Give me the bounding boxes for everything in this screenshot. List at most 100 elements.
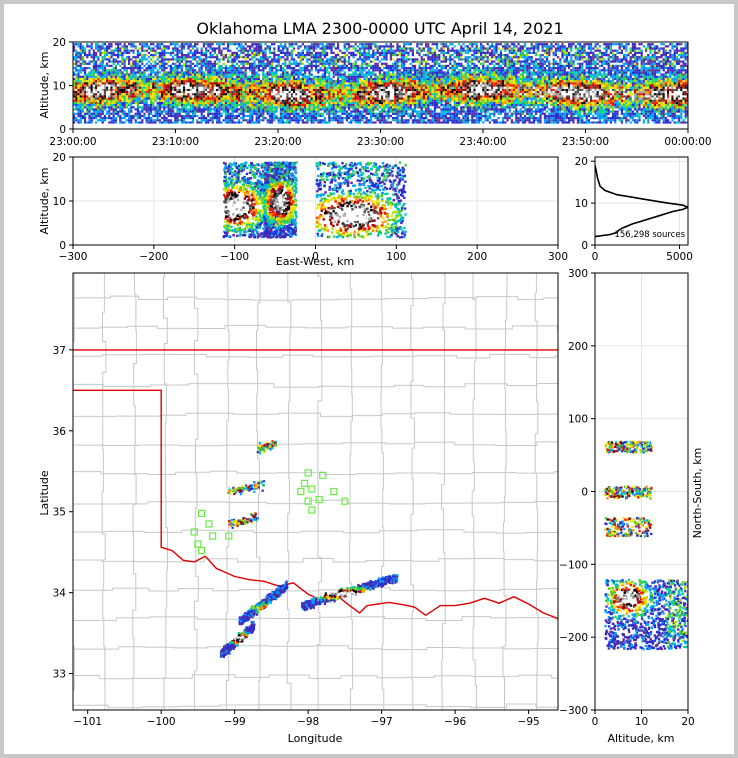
density-cell	[301, 67, 304, 70]
density-cell	[233, 93, 236, 96]
density-cell	[196, 77, 199, 81]
density-cell	[337, 93, 340, 96]
density-cell	[383, 90, 386, 94]
density-cell	[290, 110, 293, 113]
density-cell	[136, 90, 139, 94]
density-cell	[264, 51, 267, 54]
density-cell	[293, 117, 296, 120]
density-cell	[297, 82, 300, 85]
density-cell	[352, 97, 355, 100]
density-cell	[154, 64, 157, 67]
density-cell	[317, 108, 320, 111]
density-cell	[400, 82, 403, 85]
density-cell	[363, 49, 366, 52]
density-cell	[361, 119, 364, 122]
density-cell	[242, 101, 245, 104]
density-cell	[213, 117, 216, 120]
density-cell	[178, 101, 181, 104]
density-cell	[354, 60, 357, 63]
density-cell	[117, 90, 120, 94]
density-cell	[275, 77, 278, 81]
density-cell	[301, 75, 304, 78]
density-cell	[81, 47, 84, 50]
density-cell	[321, 73, 324, 76]
density-cell	[323, 45, 326, 48]
density-cell	[145, 82, 148, 85]
density-cell	[141, 101, 144, 104]
density-cell	[165, 73, 168, 76]
density-cell	[266, 56, 269, 59]
density-cell	[117, 80, 120, 83]
density-cell	[81, 106, 84, 109]
density-cell	[323, 119, 326, 122]
density-cell	[310, 110, 313, 113]
density-cell	[334, 90, 337, 94]
density-cell	[128, 88, 131, 91]
density-cell	[376, 49, 379, 52]
density-cell	[337, 60, 340, 63]
density-cell	[240, 45, 243, 48]
density-cell	[396, 58, 399, 61]
density-cell	[420, 47, 423, 50]
density-cell	[119, 104, 122, 107]
density-cell	[387, 93, 390, 96]
density-cell	[271, 99, 274, 102]
density-cell	[381, 88, 384, 91]
density-cell	[284, 97, 287, 100]
density-cell	[189, 117, 192, 120]
density-cell	[114, 67, 117, 70]
density-cell	[392, 73, 395, 76]
density-cell	[392, 80, 395, 83]
density-cell	[306, 95, 309, 98]
density-cell	[260, 88, 263, 91]
density-cell	[235, 101, 238, 104]
density-cell	[106, 73, 109, 76]
density-cell	[176, 106, 179, 109]
density-cell	[150, 112, 153, 115]
density-cell	[163, 90, 166, 94]
density-cell	[84, 88, 87, 91]
density-cell	[119, 47, 122, 50]
density-cell	[279, 75, 282, 78]
density-cell	[227, 112, 230, 115]
density-cell	[218, 97, 221, 100]
density-cell	[183, 73, 186, 76]
density-cell	[216, 58, 219, 61]
density-cell	[279, 117, 282, 120]
density-cell	[165, 82, 168, 85]
density-cell	[271, 60, 274, 63]
density-cell	[330, 84, 333, 87]
density-cell	[418, 99, 421, 102]
density-cell	[319, 60, 322, 63]
density-cell	[365, 106, 368, 109]
density-cell	[383, 121, 386, 124]
density-cell	[216, 104, 219, 107]
density-cell	[222, 106, 225, 109]
density-cell	[174, 49, 177, 52]
density-cell	[341, 69, 344, 72]
density-cell	[420, 108, 423, 111]
density-cell	[209, 117, 212, 120]
density-cell	[312, 60, 315, 63]
density-cell	[207, 64, 210, 67]
density-cell	[211, 117, 214, 120]
density-cell	[169, 84, 172, 87]
density-cell	[385, 106, 388, 109]
density-cell	[392, 90, 395, 94]
density-cell	[367, 121, 370, 124]
density-cell	[156, 114, 159, 118]
density-cell	[134, 84, 137, 87]
density-cell	[183, 62, 186, 65]
density-cell	[156, 119, 159, 122]
density-cell	[99, 90, 102, 94]
density-cell	[372, 49, 375, 52]
density-cell	[405, 88, 408, 91]
density-cell	[253, 54, 256, 57]
density-cell	[328, 77, 331, 81]
density-cell	[101, 73, 104, 76]
density-cell	[279, 88, 282, 91]
density-cell	[134, 101, 137, 104]
density-cell	[330, 67, 333, 70]
density-cell	[308, 64, 311, 67]
density-cell	[187, 104, 190, 107]
